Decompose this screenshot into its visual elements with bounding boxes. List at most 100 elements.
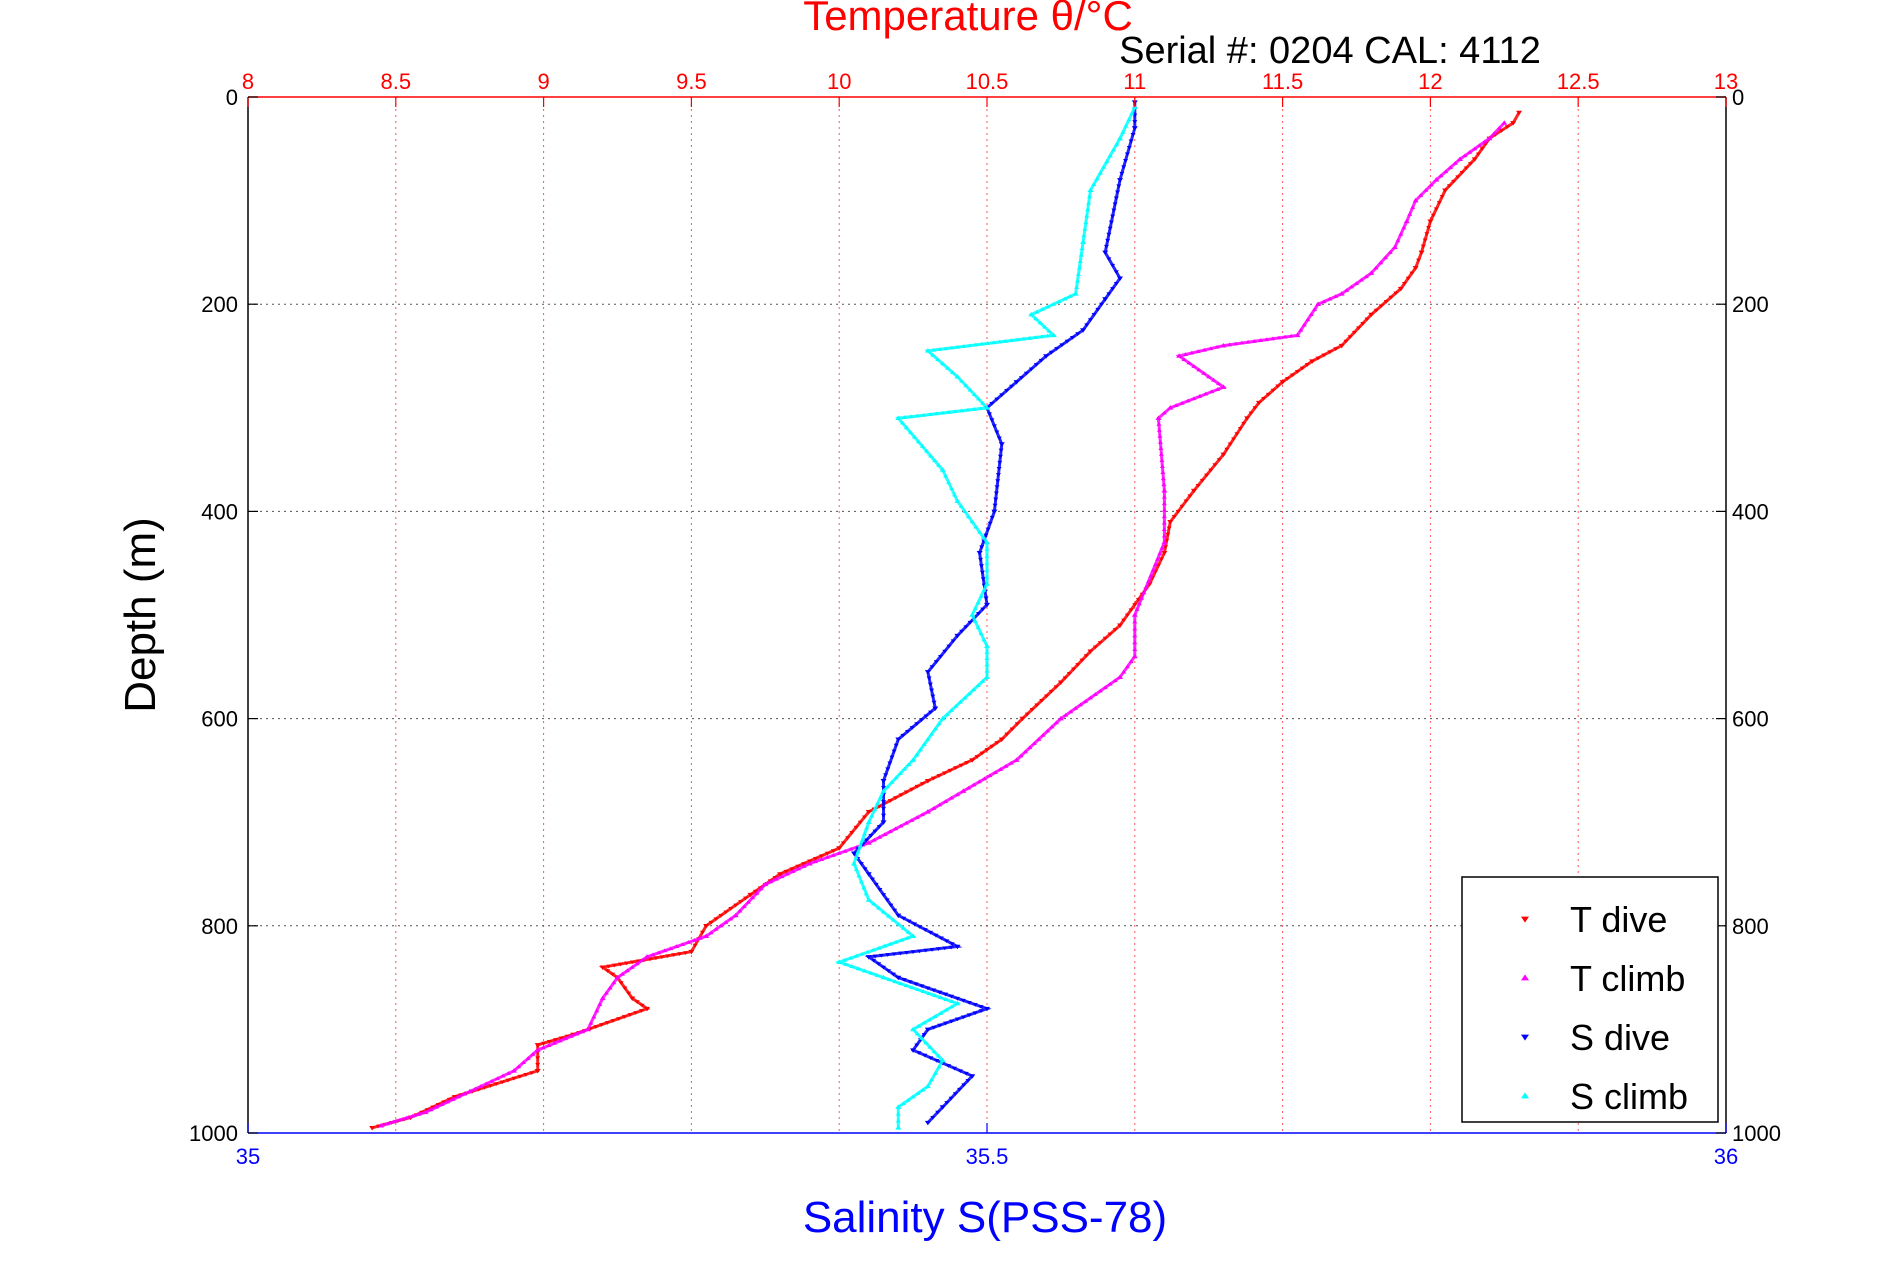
data-marker xyxy=(881,813,887,818)
data-marker xyxy=(946,480,952,484)
data-point xyxy=(984,581,990,586)
data-marker xyxy=(1076,265,1082,270)
data-point xyxy=(836,959,843,964)
data-marker xyxy=(942,649,948,654)
data-marker xyxy=(1039,307,1045,311)
data-marker xyxy=(853,953,859,958)
data-marker xyxy=(926,991,932,996)
data-marker xyxy=(919,1036,925,1040)
data-marker xyxy=(995,479,1001,484)
data-marker xyxy=(516,1064,522,1069)
data-marker xyxy=(1110,147,1116,152)
data-marker xyxy=(855,966,861,971)
data-marker xyxy=(599,1023,605,1027)
data-marker xyxy=(1402,281,1408,286)
data-marker xyxy=(1034,309,1040,314)
data-marker xyxy=(895,1111,901,1116)
data-point xyxy=(910,1048,917,1053)
data-marker xyxy=(384,1121,390,1126)
data-marker xyxy=(1157,551,1163,556)
data-marker xyxy=(789,867,795,872)
data-marker xyxy=(946,1064,952,1068)
data-marker xyxy=(1315,356,1321,361)
data-point xyxy=(422,1109,429,1115)
data-point xyxy=(1072,291,1079,296)
data-marker xyxy=(899,420,905,425)
data-marker xyxy=(938,936,944,941)
data-marker xyxy=(1079,246,1085,251)
data-marker xyxy=(868,834,874,838)
data-point xyxy=(1087,649,1094,654)
data-marker xyxy=(1113,270,1119,275)
data-marker xyxy=(489,1078,495,1083)
data-marker xyxy=(1158,446,1164,450)
data-marker xyxy=(1111,208,1117,213)
data-point xyxy=(1176,353,1183,358)
data-point xyxy=(1080,239,1087,244)
data-marker xyxy=(1227,442,1233,447)
data-marker xyxy=(993,497,999,502)
data-marker xyxy=(685,940,691,944)
data-marker xyxy=(949,486,955,491)
data-marker xyxy=(1373,308,1379,313)
chart-title: Temperature θ/°C xyxy=(803,0,1133,39)
data-marker xyxy=(1304,363,1310,367)
data-marker xyxy=(927,412,933,416)
data-marker xyxy=(1224,447,1230,452)
data-marker xyxy=(893,796,899,800)
top-tick-label: 9.5 xyxy=(676,69,707,94)
data-marker xyxy=(629,964,635,969)
data-marker xyxy=(936,1064,942,1069)
data-marker xyxy=(593,1025,599,1029)
data-marker xyxy=(922,928,928,932)
data-marker xyxy=(914,722,920,727)
data-marker xyxy=(986,412,992,417)
data-marker xyxy=(919,984,925,989)
data-marker xyxy=(890,917,896,922)
data-marker xyxy=(1401,225,1407,230)
data-point xyxy=(998,737,1005,743)
data-marker xyxy=(1018,376,1024,380)
data-marker xyxy=(898,981,904,986)
data-marker xyxy=(984,668,990,673)
data-point xyxy=(924,1027,931,1033)
data-marker xyxy=(824,851,830,856)
data-marker xyxy=(1071,667,1077,672)
data-marker xyxy=(903,983,909,988)
data-marker xyxy=(1191,364,1197,368)
data-marker xyxy=(905,1097,911,1102)
data-point xyxy=(1167,405,1174,410)
data-marker xyxy=(1073,705,1079,710)
data-point xyxy=(880,820,887,825)
data-marker xyxy=(1112,678,1118,683)
data-point xyxy=(1028,311,1035,317)
data-marker xyxy=(1049,724,1055,729)
data-marker xyxy=(892,979,898,984)
series-t-dive xyxy=(369,110,1523,1131)
data-marker xyxy=(1388,295,1394,300)
data-marker xyxy=(1452,161,1458,165)
data-marker xyxy=(1227,342,1233,347)
data-marker xyxy=(1166,526,1172,531)
data-marker xyxy=(1289,373,1295,378)
data-point xyxy=(960,788,967,793)
data-marker xyxy=(1003,764,1009,768)
data-marker xyxy=(540,1045,546,1050)
data-marker xyxy=(1128,659,1134,664)
data-point xyxy=(1412,197,1419,203)
data-marker xyxy=(991,340,997,345)
data-point xyxy=(1019,716,1026,722)
data-marker xyxy=(985,527,991,532)
data-marker xyxy=(594,1008,600,1013)
data-marker xyxy=(945,365,951,370)
data-point xyxy=(865,897,872,902)
data-marker xyxy=(1159,458,1165,462)
data-marker xyxy=(933,411,939,416)
data-marker xyxy=(983,533,989,538)
data-marker xyxy=(932,1014,938,1018)
data-marker xyxy=(949,345,955,350)
data-marker xyxy=(1504,125,1510,130)
data-marker xyxy=(950,639,956,644)
data-marker xyxy=(898,823,904,828)
data-marker xyxy=(893,743,899,748)
